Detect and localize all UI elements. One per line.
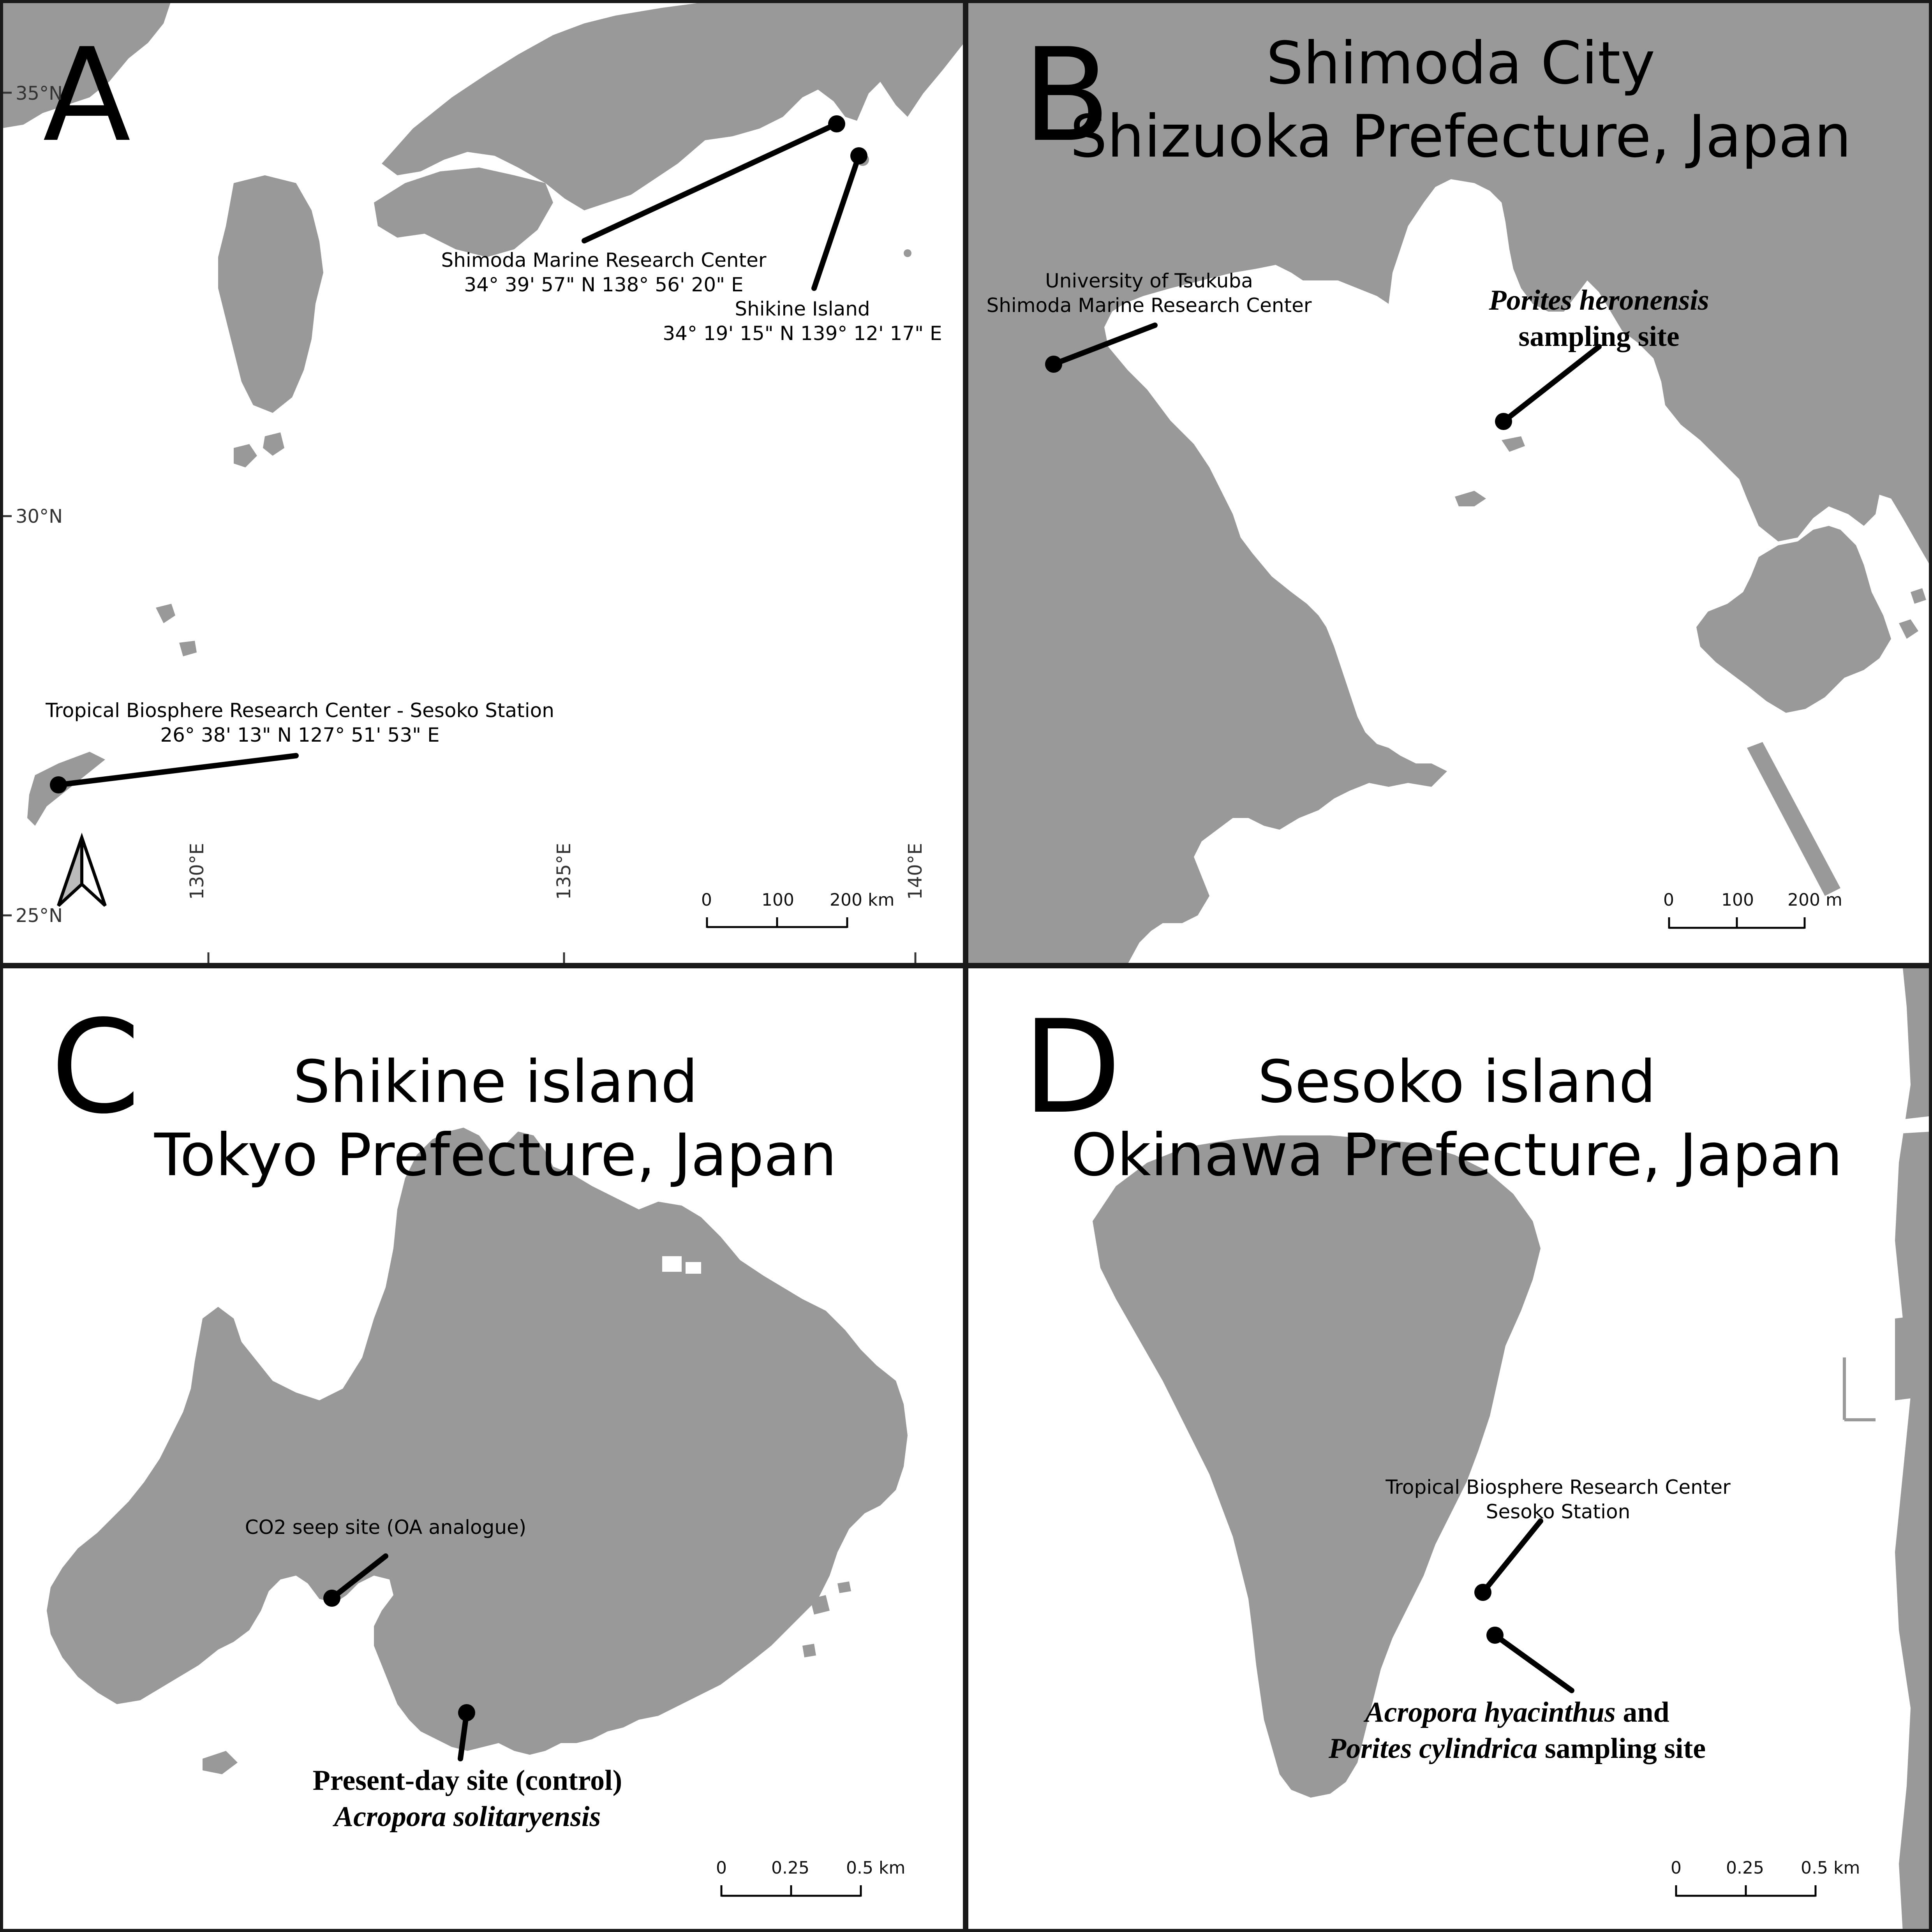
shimoda-marker[interactable] (828, 115, 845, 132)
site-coords-shikine: 34° 19' 15" N 139° 12' 17" E (663, 322, 942, 345)
panel-c-scale-bar (720, 1885, 862, 1897)
lat-label-25: 25°N (16, 905, 63, 927)
panel-d-scale-0: 0 (1671, 1858, 1682, 1878)
panel-d-title-line1: Sesoko island (1257, 1048, 1656, 1116)
panel-b-scale-200: 200 m (1787, 890, 1842, 910)
lat-label-35: 35°N (16, 83, 63, 104)
panel-b-scale-100: 100 (1721, 890, 1754, 910)
panel-c-title-line1: Shikine island (293, 1048, 698, 1116)
d-station-label-line2: Sesoko Station (1486, 1500, 1631, 1523)
d-station-label: Tropical Biosphere Research Center Sesok… (1386, 1475, 1730, 1524)
site-name-sesoko: Tropical Biosphere Research Center - Ses… (46, 699, 554, 722)
site-label-sesoko: Tropical Biosphere Research Center - Ses… (46, 698, 554, 747)
panel-c-scale-05: 0.5 km (846, 1858, 906, 1878)
d-station-leader-line (1480, 1518, 1543, 1595)
lon-label-130: 130°E (186, 843, 208, 900)
sesoko-marker[interactable] (50, 776, 67, 793)
panel-c-scale-025: 0.25 (771, 1858, 809, 1878)
panel-d-scale-05: 0.5 km (1801, 1858, 1860, 1878)
panel-c-title: Shikine island Tokyo Prefecture, Japan (154, 1046, 837, 1192)
panel-c-map: C Shikine island Tokyo Prefecture, Japan… (0, 968, 964, 1932)
c-seep-leader-line (329, 1553, 388, 1601)
panel-c-letter: C (51, 992, 141, 1142)
panel-b-letter: B (1022, 21, 1111, 170)
panel-d-scale-025: 0.25 (1726, 1858, 1764, 1878)
sesoko-leader-line (56, 753, 299, 788)
b-sampling-leader-line (1501, 344, 1602, 424)
d-species-1: Acropora hyacinthus (1365, 1696, 1616, 1728)
d-sampling-marker[interactable] (1486, 1627, 1504, 1644)
shimoda-leader-line (582, 121, 839, 243)
d-sampling-label: Acropora hyacinthus and Porites cylindri… (1329, 1694, 1706, 1766)
panel-a-scale-100: 100 (762, 890, 794, 910)
b-station-label-line2: Shimoda Marine Research Center (986, 294, 1312, 317)
b-sampling-label: Porites heronensis sampling site (1489, 282, 1709, 354)
lat-label-30: 30°N (16, 506, 63, 527)
panel-b-scale-bar (1668, 917, 1806, 929)
b-sampling-marker[interactable] (1495, 413, 1512, 430)
d-sampling-leader-line (1492, 1632, 1574, 1693)
b-station-label-line1: University of Tsukuba (1045, 270, 1253, 292)
lon-label-135: 135°E (553, 843, 575, 900)
c-seep-label: CO2 seep site (OA analogue) (245, 1516, 527, 1539)
site-coords-sesoko: 26° 38' 13" N 127° 51' 53" E (160, 723, 440, 746)
site-coords-shimoda: 34° 39' 57" N 138° 56' 20" E (464, 273, 744, 296)
d-station-marker[interactable] (1474, 1584, 1491, 1601)
d-sampling-suffix: sampling site (1544, 1732, 1706, 1765)
b-station-marker[interactable] (1045, 356, 1062, 373)
panel-d-letter: D (1022, 992, 1122, 1142)
b-sampling-suffix: sampling site (1518, 320, 1680, 353)
shikine-marker[interactable] (850, 147, 867, 164)
c-control-label-line1: Present-day site (control) (312, 1765, 622, 1796)
panel-c-scale-0: 0 (716, 1858, 727, 1878)
panel-c-title-line2: Tokyo Prefecture, Japan (154, 1121, 837, 1189)
site-name-shikine: Shikine Island (735, 298, 870, 320)
panel-d-title-line2: Okinawa Prefecture, Japan (1071, 1121, 1843, 1189)
panel-b-title: Shimoda City Shizuoka Prefecture, Japan (1070, 27, 1851, 173)
d-station-label-line1: Tropical Biosphere Research Center (1386, 1476, 1731, 1498)
c-control-species: Acropora solitaryensis (334, 1800, 601, 1833)
d-species-2: Porites cylindrica (1328, 1732, 1538, 1765)
panel-c-map-svg (0, 968, 964, 1932)
c-control-label: Present-day site (control) Acropora soli… (313, 1763, 622, 1835)
shikine-leader-line (811, 153, 862, 291)
panel-d-title: Sesoko island Okinawa Prefecture, Japan (1071, 1046, 1842, 1192)
panel-a-scale-200: 200 km (830, 890, 895, 910)
panel-d-map-svg (968, 968, 1932, 1932)
d-conjunction: and (1623, 1696, 1669, 1728)
site-label-shikine: Shikine Island 34° 19' 15" N 139° 12' 17… (663, 297, 942, 346)
site-label-shimoda: Shimoda Marine Research Center 34° 39' 5… (441, 248, 767, 297)
b-station-label: University of Tsukuba Shimoda Marine Res… (987, 269, 1312, 317)
panel-d-scale-bar (1675, 1885, 1817, 1897)
panel-d-map: D Sesoko island Okinawa Prefecture, Japa… (968, 968, 1932, 1932)
panel-b-map: B Shimoda City Shizuoka Prefecture, Japa… (968, 0, 1932, 964)
panel-b-scale-0: 0 (1663, 890, 1674, 910)
horizontal-divider (0, 963, 1932, 968)
panel-b-map-svg (968, 0, 1932, 964)
c-seep-marker[interactable] (323, 1590, 340, 1607)
lon-label-140: 140°E (904, 843, 926, 900)
site-name-shimoda: Shimoda Marine Research Center (441, 249, 767, 271)
panel-b-title-line2: Shizuoka Prefecture, Japan (1070, 102, 1851, 171)
panel-a-map: A 35°N 30°N 25°N 130°E 135°E 140°E Shimo… (0, 0, 964, 964)
north-arrow-icon (57, 832, 107, 907)
panel-a-letter: A (43, 21, 131, 170)
panel-a-scale-0: 0 (701, 890, 712, 910)
b-station-leader-line (1051, 323, 1158, 367)
c-control-marker[interactable] (458, 1704, 475, 1721)
panel-b-title-line1: Shimoda City (1266, 30, 1655, 97)
b-sampling-species: Porites heronensis (1489, 284, 1709, 316)
panel-a-map-svg (0, 0, 964, 964)
panel-a-scale-bar (706, 917, 848, 928)
